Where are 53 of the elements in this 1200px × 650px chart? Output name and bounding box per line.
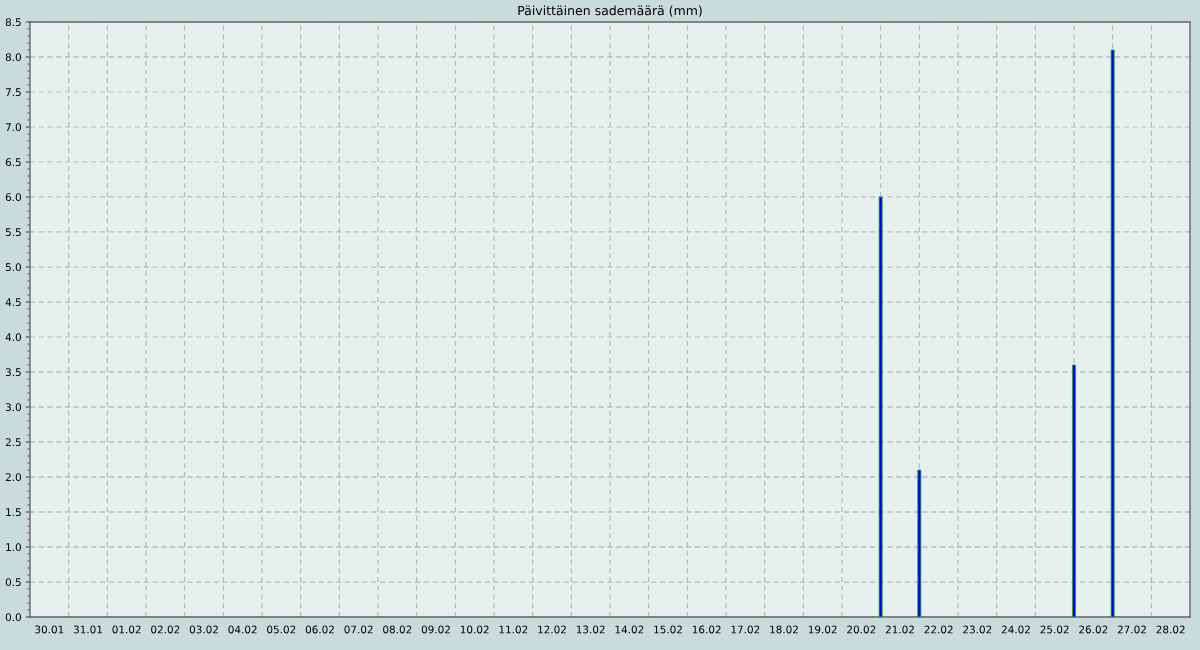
y-tick-label: 7.0 — [5, 123, 21, 132]
x-tick-label: 24.02 — [1001, 625, 1030, 634]
x-tick-label: 06.02 — [305, 625, 334, 634]
x-tick-label: 14.02 — [615, 625, 644, 634]
y-tick-label: 7.5 — [5, 88, 21, 97]
y-tick-label: 6.0 — [5, 193, 21, 202]
y-tick-label: 8.5 — [5, 18, 21, 27]
y-tick-label: 6.5 — [5, 158, 21, 167]
x-tick-label: 12.02 — [538, 625, 566, 634]
x-tick-label: 23.02 — [963, 625, 992, 634]
x-tick-label: 15.02 — [654, 625, 682, 634]
bar — [878, 196, 883, 617]
x-tick-label: 02.02 — [151, 625, 180, 634]
bar — [917, 469, 922, 617]
y-tick-label: 1.0 — [6, 543, 21, 552]
x-tick-label: 05.02 — [267, 625, 296, 634]
y-tick-label: 1.5 — [6, 508, 21, 517]
x-tick-label: 28.02 — [1156, 625, 1185, 634]
y-tick-label: 5.5 — [5, 228, 21, 237]
x-tick-label: 22.02 — [924, 625, 953, 634]
x-tick-label: 07.02 — [344, 625, 373, 634]
y-tick-label: 4.0 — [5, 333, 21, 342]
y-tick-label: 2.5 — [5, 438, 21, 447]
x-tick-label: 09.02 — [421, 625, 450, 634]
x-tick-label: 11.02 — [499, 625, 528, 634]
y-tick-label: 8.0 — [5, 53, 21, 62]
chart-title: Päivittäinen sademäärä (mm) — [518, 5, 702, 17]
y-tick-label: 3.0 — [5, 403, 21, 412]
x-tick-label: 21.02 — [885, 625, 914, 634]
x-tick-label: 26.02 — [1079, 625, 1108, 634]
x-tick-label: 27.02 — [1117, 625, 1146, 634]
x-tick-label: 16.02 — [692, 625, 721, 634]
x-tick-label: 10.02 — [460, 625, 489, 634]
y-tick-label: 4.5 — [5, 298, 21, 307]
x-tick-label: 03.02 — [189, 625, 218, 634]
x-tick-label: 31.01 — [73, 625, 102, 634]
y-tick-label: 0.0 — [5, 613, 21, 622]
y-tick-label: 2.0 — [5, 473, 21, 482]
x-tick-label: 01.02 — [112, 625, 141, 634]
x-tick-label: 18.02 — [770, 625, 798, 634]
x-tick-label: 30.01 — [35, 625, 64, 634]
y-tick-label: 0.5 — [5, 578, 21, 587]
y-tick-label: 3.5 — [5, 368, 21, 377]
x-tick-label: 04.02 — [228, 625, 257, 634]
x-tick-label: 19.02 — [808, 625, 837, 634]
bar — [1072, 364, 1076, 617]
bar — [1110, 49, 1115, 617]
x-tick-label: 25.02 — [1040, 625, 1069, 634]
x-tick-label: 17.02 — [731, 625, 760, 634]
x-tick-label: 08.02 — [383, 625, 412, 634]
x-tick-label: 13.02 — [576, 625, 605, 634]
y-tick-label: 5.0 — [5, 263, 21, 272]
x-tick-label: 20.02 — [847, 625, 876, 634]
